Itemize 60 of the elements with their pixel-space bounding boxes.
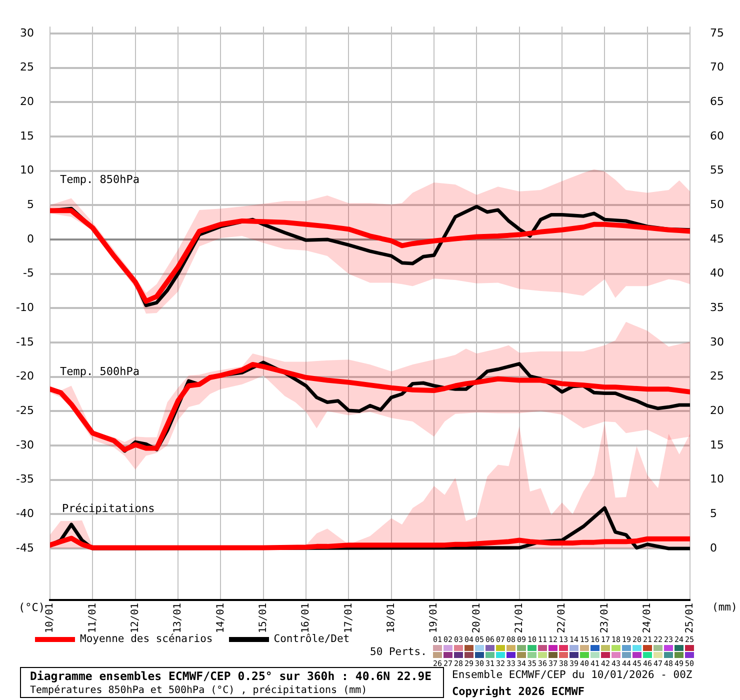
y-tick-label: -35 <box>16 472 34 486</box>
x-tick-label: 20/01 <box>471 603 482 634</box>
y-tick-label: -20 <box>16 370 34 383</box>
annotation: Temp. 500hPa <box>60 365 140 378</box>
x-tick-label: 13/01 <box>172 603 184 634</box>
y-tick-label: 15 <box>20 129 34 142</box>
y2-tick-label: 15 <box>710 438 724 452</box>
x-tick-label: 25/01 <box>684 603 696 634</box>
x-tick-label: 11/01 <box>87 603 98 634</box>
y2-tick-label: 10 <box>710 472 724 486</box>
text: 50 Perts. <box>370 646 427 658</box>
x-tick-label: 22/01 <box>556 603 568 634</box>
y-tick-label: -40 <box>16 507 34 520</box>
x-tick-label: 15/01 <box>258 603 269 634</box>
y2-tick-label: 50 <box>710 198 724 212</box>
y2-tick-label: 35 <box>710 301 724 314</box>
legend-label: Contrôle/Det <box>274 633 350 645</box>
y-tick-label: 0 <box>27 232 34 246</box>
y2-tick-label: 20 <box>710 404 724 418</box>
y2-axis-title: (mm) <box>712 602 738 614</box>
y2-tick-label: 70 <box>710 60 724 74</box>
y2-tick-label: 25 <box>710 370 724 383</box>
y-axis-title: (°C) <box>18 600 45 614</box>
y2-tick-label: 0 <box>710 541 717 554</box>
x-tick-label: 10/01 <box>44 603 56 634</box>
text: Diagramme ensembles ECMWF/CEP 0.25° sur 360h : 40.6N 22.9E <box>30 669 432 683</box>
annotation: Précipitations <box>62 502 155 515</box>
legend-label: Moyenne des scénarios <box>80 633 213 645</box>
text: Copyright 2026 ECMWF <box>452 685 584 698</box>
y-tick-label: 5 <box>27 198 34 212</box>
y2-tick-label: 40 <box>710 266 724 280</box>
x-tick-label: 12/01 <box>130 603 141 634</box>
x-tick-label: 14/01 <box>215 603 226 634</box>
y-tick-label: 25 <box>20 60 34 74</box>
text: Températures 850hPa et 500hPa (°C) , précipitations (mm) <box>30 685 368 696</box>
y2-tick-label: 5 <box>710 507 717 520</box>
y2-tick-label: 60 <box>710 129 724 142</box>
annotation: Temp. 850hPa <box>60 173 140 186</box>
x-tick-label: 16/01 <box>300 603 312 634</box>
y2-tick-label: 65 <box>710 94 724 108</box>
x-tick-label: 19/01 <box>428 603 440 634</box>
y-tick-label: 30 <box>20 26 34 40</box>
y-tick-label: 10 <box>20 164 34 177</box>
y-tick-label: -45 <box>16 541 34 554</box>
x-tick-label: 17/01 <box>343 603 354 634</box>
x-tick-label: 21/01 <box>514 603 525 634</box>
y-tick-label: -5 <box>23 266 34 280</box>
y-tick-label: -15 <box>16 335 34 348</box>
x-tick-label: 24/01 <box>642 603 653 634</box>
x-tick-label: 23/01 <box>599 603 610 634</box>
y2-tick-label: 55 <box>710 164 724 177</box>
x-tick-label: 18/01 <box>386 603 397 634</box>
y2-tick-label: 75 <box>710 26 724 40</box>
text: Ensemble ECMWF/CEP du 10/01/2026 - 00Z <box>452 669 692 681</box>
y-tick-label: -30 <box>16 438 34 452</box>
y-tick-label: 20 <box>20 94 34 108</box>
y2-tick-label: 30 <box>710 335 724 348</box>
y2-tick-label: 45 <box>710 232 724 246</box>
y-tick-label: -25 <box>16 404 34 418</box>
y-tick-label: -10 <box>16 301 34 314</box>
